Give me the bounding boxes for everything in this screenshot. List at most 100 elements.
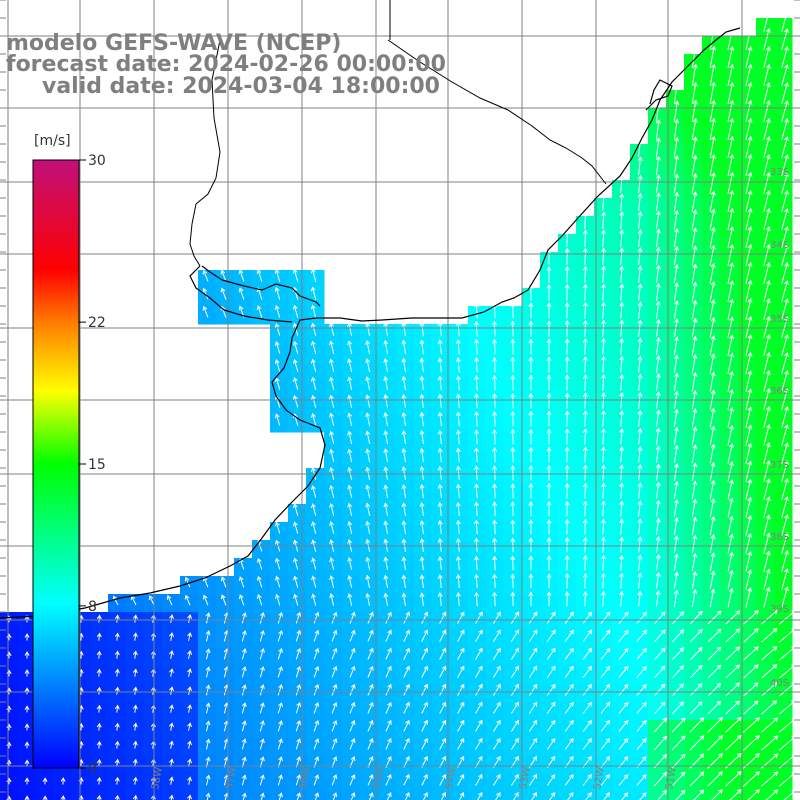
- wind-arrow: [657, 789, 667, 800]
- wind-arrow: [473, 375, 479, 391]
- wind-arrow: [781, 154, 789, 176]
- wind-arrow: [745, 243, 753, 266]
- wind-arrow: [528, 701, 538, 714]
- wind-arrow: [401, 520, 407, 534]
- wind-arrow: [709, 45, 716, 68]
- wind-arrow: [510, 483, 516, 499]
- wind-arrow: [256, 305, 263, 318]
- wind-arrow: [655, 155, 661, 176]
- wind-arrow: [169, 704, 174, 713]
- wind-arrow: [295, 629, 302, 642]
- wind-arrow: [778, 609, 797, 625]
- wind-arrow: [202, 594, 209, 606]
- wind-arrow: [310, 358, 317, 372]
- wind-arrow: [510, 701, 519, 714]
- wind-cell: [558, 792, 577, 800]
- wind-arrow: [419, 447, 425, 463]
- wind-arrow: [349, 774, 356, 786]
- wind-arrow: [510, 774, 519, 786]
- wind-arrow: [546, 302, 552, 319]
- wind-arrow: [347, 484, 353, 498]
- wind-arrow: [546, 519, 552, 535]
- wind-cell: [666, 792, 685, 800]
- wind-arrow: [654, 611, 666, 625]
- wind-arrow: [619, 554, 625, 571]
- wind-arrow: [293, 557, 299, 570]
- wind-arrow: [24, 741, 30, 749]
- wind-arrow: [331, 629, 338, 642]
- wind-arrow: [546, 410, 552, 427]
- wind-arrow: [655, 373, 661, 391]
- wind-cell: [306, 792, 325, 800]
- wind-arrow: [763, 568, 771, 590]
- wind-arrow: [528, 501, 534, 517]
- wind-arrow: [600, 719, 611, 732]
- wind-arrow: [582, 647, 593, 660]
- wind-arrow: [187, 722, 192, 731]
- wind-arrow: [114, 704, 120, 713]
- wind-arrow: [618, 683, 629, 696]
- wind-cell: [756, 792, 775, 800]
- wind-arrow: [637, 211, 643, 229]
- wind-arrow: [582, 611, 593, 624]
- wind-arrow: [727, 63, 735, 87]
- wind-arrow: [437, 393, 443, 409]
- wind-arrow: [600, 611, 611, 624]
- wind-arrow: [455, 483, 461, 499]
- wind-arrow: [114, 614, 120, 623]
- wind-arrow: [24, 669, 30, 677]
- wind-arrow: [132, 740, 138, 749]
- wind-arrow: [725, 610, 741, 625]
- wind-arrow: [492, 555, 498, 571]
- wind-arrow: [619, 518, 625, 535]
- colorbar-tick-label: 0: [88, 761, 97, 777]
- wind-cell: [450, 792, 469, 800]
- wind-arrow: [114, 650, 120, 659]
- coastline: [0, 27, 741, 619]
- wind-arrow: [691, 371, 698, 392]
- wind-arrow: [437, 574, 443, 589]
- wind-arrow: [709, 117, 716, 140]
- wind-arrow: [763, 261, 771, 284]
- lon-label: 55W: [372, 766, 387, 790]
- wind-arrow: [582, 554, 588, 571]
- wind-arrow: [546, 719, 556, 732]
- wind-arrow: [673, 173, 680, 194]
- wind-arrow: [564, 247, 570, 265]
- wind-arrow: [781, 352, 789, 374]
- wind-arrow: [205, 738, 211, 750]
- wind-arrow: [457, 719, 465, 732]
- wind-arrow: [781, 64, 789, 86]
- wind-cell: [702, 792, 721, 800]
- wind-arrow: [781, 514, 789, 536]
- wind-arrow: [564, 683, 574, 696]
- wind-arrow: [292, 340, 299, 354]
- lat-label: 38S: [770, 532, 789, 543]
- wind-arrow: [727, 45, 735, 69]
- wind-arrow: [727, 551, 734, 572]
- wind-arrow: [763, 27, 771, 50]
- wind-arrow: [347, 574, 353, 588]
- wind-arrow: [365, 574, 371, 588]
- wind-arrow: [256, 557, 263, 570]
- wind-arrow: [419, 393, 425, 409]
- wind-arrow: [655, 445, 661, 463]
- wind-arrow: [691, 462, 698, 482]
- wind-arrow: [528, 555, 534, 571]
- coastline-south-america: [0, 27, 741, 619]
- wind-arrow: [618, 629, 629, 642]
- wind-arrow: [347, 502, 353, 516]
- wind-arrow: [132, 776, 138, 785]
- wind-arrow: [510, 356, 516, 373]
- wind-arrow: [655, 535, 661, 553]
- wind-arrow: [259, 684, 265, 696]
- wind-arrow: [385, 647, 392, 660]
- wind-arrow: [564, 701, 574, 714]
- wind-arrow: [654, 683, 666, 696]
- wind-arrow: [727, 171, 735, 195]
- wind-arrow: [403, 629, 410, 642]
- wind-arrow: [492, 392, 498, 409]
- wind-arrow: [492, 573, 498, 589]
- wind-arrow: [528, 629, 538, 642]
